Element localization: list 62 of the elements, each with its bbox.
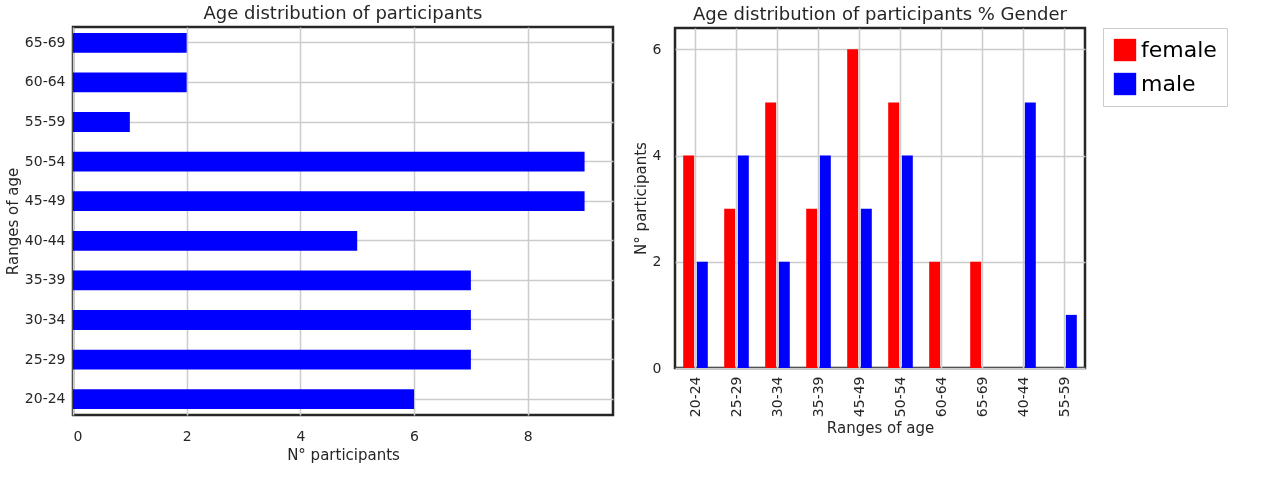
bar <box>73 32 187 53</box>
chart-title: Age distribution of participants % Gender <box>693 2 1068 24</box>
bar <box>73 349 471 370</box>
bar <box>73 310 471 330</box>
x-tick-label: 20-24 <box>686 376 703 418</box>
bar <box>819 155 831 368</box>
y-tick-label: 65-69 <box>24 33 66 50</box>
y-tick-label: 55-59 <box>24 113 66 130</box>
x-tick-label: 30-34 <box>768 376 785 418</box>
chart-title: Age distribution of participants <box>203 2 483 23</box>
bar <box>970 261 982 368</box>
x-tick-label: 0 <box>73 427 83 444</box>
bar <box>888 102 900 368</box>
x-tick-label: 4 <box>296 427 306 444</box>
bar <box>806 208 818 368</box>
bar <box>73 270 471 291</box>
bar <box>1024 102 1036 368</box>
bar <box>778 261 790 368</box>
x-tick-label: 45-49 <box>850 376 867 418</box>
y-tick-label: 25-29 <box>24 350 66 367</box>
y-tick-label: 30-34 <box>24 310 66 327</box>
x-tick-label: 25-29 <box>727 376 744 418</box>
bar <box>901 155 913 368</box>
y-tick-label: 2 <box>652 253 662 270</box>
bar <box>696 261 708 368</box>
y-tick-label: 6 <box>652 40 662 57</box>
legend-label: male <box>1141 71 1196 96</box>
x-tick-label: 35-39 <box>809 376 826 418</box>
bar <box>683 155 695 368</box>
x-tick-label: 65-69 <box>973 376 990 418</box>
y-tick-label: 40-44 <box>24 231 66 248</box>
x-tick-label: 8 <box>523 427 533 444</box>
bar <box>73 72 187 93</box>
bar <box>73 389 415 410</box>
x-tick-label: 2 <box>182 427 192 444</box>
x-tick-label: 6 <box>410 427 420 444</box>
x-tick-label: 55-59 <box>1055 376 1072 418</box>
bar <box>847 49 859 368</box>
y-tick-label: 35-39 <box>24 271 66 288</box>
bar <box>929 261 941 368</box>
y-tick-label: 50-54 <box>24 152 66 169</box>
y-tick-label: 45-49 <box>24 192 66 209</box>
bar <box>724 208 736 368</box>
bar <box>860 208 872 368</box>
bar <box>765 102 777 368</box>
bar <box>1065 314 1077 368</box>
x-axis-title: N° participants <box>287 445 401 464</box>
x-tick-label: 50-54 <box>891 376 908 418</box>
y-axis-title: Ranges of age <box>3 167 22 276</box>
x-tick-label: 60-64 <box>932 376 949 418</box>
bar <box>73 151 585 172</box>
bar <box>73 230 358 251</box>
bar <box>73 191 585 212</box>
y-tick-label: 60-64 <box>24 73 66 90</box>
y-tick-label: 4 <box>652 147 662 163</box>
bar <box>73 112 130 132</box>
x-axis-title: Ranges of age <box>826 419 935 438</box>
y-tick-label: 0 <box>652 359 662 376</box>
bar <box>737 155 749 368</box>
x-tick-label: 40-44 <box>1014 376 1031 418</box>
y-axis-title: N° participants <box>631 141 650 255</box>
legend-label: female <box>1141 37 1217 62</box>
